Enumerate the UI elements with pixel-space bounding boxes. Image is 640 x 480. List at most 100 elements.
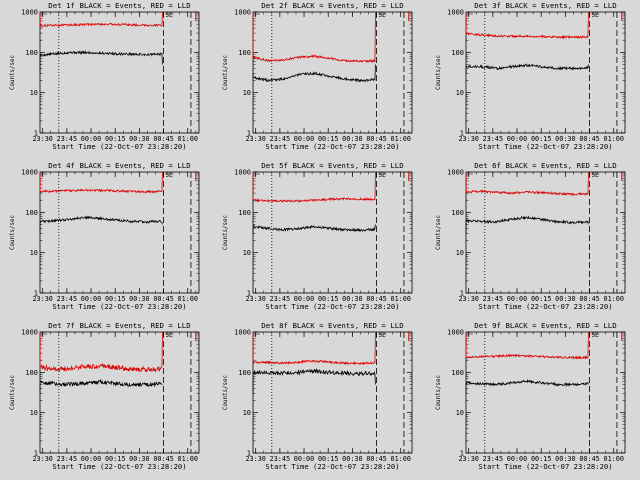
- y-tick-label: 1000: [21, 329, 38, 337]
- x-axis-label: Start Time (22-Oct-07 23:28:20): [52, 302, 186, 311]
- events-series-line: [466, 63, 589, 71]
- y-axis-label: Counts/sec: [223, 215, 229, 250]
- lld-series-line: [465, 331, 590, 360]
- y-tick-label: 1000: [447, 329, 464, 337]
- x-tick-label: 00:45: [579, 295, 599, 303]
- x-axis-label: Start Time (22-Oct-07 23:28:20): [265, 462, 399, 471]
- y-axis-label: Counts/sec: [223, 55, 229, 90]
- y-axis-label: Counts/sec: [436, 375, 442, 410]
- y-axis-label: Counts/sec: [10, 55, 16, 90]
- detector-panel: Det 8f BLACK = Events, RED = LLD Counts/s…: [213, 320, 426, 480]
- x-tick-label: 00:45: [579, 455, 599, 463]
- y-tick-label: 100: [25, 209, 38, 217]
- x-tick-label: 23:30: [32, 455, 52, 463]
- x-tick-label: 01:00: [177, 135, 197, 143]
- x-tick-label: 23:45: [483, 135, 503, 143]
- chart-title: Det 3f BLACK = Events, RED = LLD: [474, 1, 616, 10]
- x-tick-label: 00:15: [318, 295, 338, 303]
- x-tick-label: 23:45: [57, 455, 77, 463]
- plot-frame: [39, 11, 200, 134]
- x-tick-label: 00:15: [318, 455, 338, 463]
- x-tick-label: 00:15: [105, 295, 125, 303]
- x-tick-label: 01:00: [390, 455, 410, 463]
- y-tick-label: 1: [247, 450, 251, 458]
- y-axis-label: Counts/sec: [10, 375, 16, 410]
- plot-frame: [39, 331, 200, 454]
- x-tick-label: 23:30: [458, 135, 478, 143]
- x-tick-label: 00:45: [366, 455, 386, 463]
- chart-svg: Det 1f BLACK = Events, RED = LLD Counts/s…: [10, 1, 200, 151]
- chart-svg: Det 6f BLACK = Events, RED = LLD Counts/s…: [436, 161, 626, 311]
- y-axis-label: Counts/sec: [436, 55, 442, 90]
- y-tick-label: 100: [451, 49, 464, 57]
- x-tick-label: 00:15: [531, 135, 551, 143]
- y-tick-label: 10: [456, 89, 464, 97]
- lld-series-line: [252, 11, 377, 63]
- y-tick-label: 100: [238, 369, 251, 377]
- lld-series-line: [253, 331, 377, 366]
- x-tick-label: 00:30: [342, 135, 362, 143]
- x-tick-label: 23:45: [483, 295, 503, 303]
- y-tick-label: 1: [460, 130, 464, 138]
- detector-panel: Det 4f BLACK = Events, RED = LLD Counts/s…: [0, 160, 213, 320]
- x-tick-label: 23:30: [32, 295, 52, 303]
- x-tick-label: 00:30: [555, 135, 575, 143]
- chart-svg: Det 9f BLACK = Events, RED = LLD Counts/s…: [436, 321, 626, 471]
- x-tick-label: 00:45: [153, 135, 173, 143]
- y-tick-label: 1: [34, 130, 38, 138]
- y-tick-label: 1: [460, 290, 464, 298]
- y-tick-label: 1000: [447, 9, 464, 17]
- detector-panel: Det 9f BLACK = Events, RED = LLD Counts/s…: [426, 320, 639, 480]
- x-tick-label: 23:30: [245, 455, 265, 463]
- y-tick-label: 1000: [21, 9, 38, 17]
- detector-panel: Det 6f BLACK = Events, RED = LLD Counts/s…: [426, 160, 639, 320]
- x-tick-label: 01:00: [177, 455, 197, 463]
- x-tick-label: 00:45: [153, 455, 173, 463]
- x-tick-label: 00:15: [531, 295, 551, 303]
- x-tick-label: 01:00: [603, 295, 623, 303]
- events-series-line: [39, 378, 163, 388]
- y-tick-label: 1000: [447, 169, 464, 177]
- x-tick-label: 00:00: [81, 295, 101, 303]
- events-series-line: [465, 215, 589, 225]
- sl-annotation: SL: [166, 332, 174, 339]
- y-axis-label: Counts/sec: [436, 215, 442, 250]
- y-tick-label: 10: [30, 249, 38, 257]
- lld-series-line: [39, 11, 164, 27]
- y-tick-label: 10: [30, 89, 38, 97]
- chart-title: Det 5f BLACK = Events, RED = LLD: [261, 161, 403, 170]
- chart-title: Det 7f BLACK = Events, RED = LLD: [48, 321, 190, 330]
- x-tick-label: 00:45: [153, 295, 173, 303]
- chart-svg: Det 7f BLACK = Events, RED = LLD Counts/s…: [10, 321, 200, 471]
- events-series-line: [465, 378, 589, 388]
- y-tick-label: 100: [238, 209, 251, 217]
- x-axis-label: Start Time (22-Oct-07 23:28:20): [52, 142, 186, 151]
- chart-title: Det 6f BLACK = Events, RED = LLD: [474, 161, 616, 170]
- chart-svg: Det 3f BLACK = Events, RED = LLD Counts/s…: [436, 1, 626, 151]
- y-tick-label: 1: [34, 290, 38, 298]
- x-tick-label: 23:45: [270, 135, 290, 143]
- chart-svg: Det 5f BLACK = Events, RED = LLD Counts/s…: [223, 161, 413, 311]
- chart-title: Det 1f BLACK = Events, RED = LLD: [48, 1, 190, 10]
- detector-panel: Det 1f BLACK = Events, RED = LLD Counts/s…: [0, 0, 213, 160]
- x-tick-label: 00:00: [81, 135, 101, 143]
- y-tick-label: 1: [460, 450, 464, 458]
- y-tick-label: 10: [456, 249, 464, 257]
- x-axis-label: Start Time (22-Oct-07 23:28:20): [265, 302, 399, 311]
- y-tick-label: 100: [25, 369, 38, 377]
- x-tick-label: 00:45: [579, 135, 599, 143]
- x-tick-label: 01:00: [390, 135, 410, 143]
- x-tick-label: 00:00: [81, 455, 101, 463]
- x-tick-label: 00:00: [507, 295, 527, 303]
- lld-series-line: [465, 11, 590, 40]
- x-tick-label: 00:30: [342, 295, 362, 303]
- x-tick-label: 01:00: [603, 455, 623, 463]
- y-tick-label: 1000: [21, 169, 38, 177]
- x-tick-label: 00:30: [555, 455, 575, 463]
- detector-panel: Det 7f BLACK = Events, RED = LLD Counts/s…: [0, 320, 213, 480]
- lld-series-line: [252, 171, 377, 203]
- y-tick-label: 1: [34, 450, 38, 458]
- y-tick-label: 10: [243, 89, 251, 97]
- y-tick-label: 10: [243, 409, 251, 417]
